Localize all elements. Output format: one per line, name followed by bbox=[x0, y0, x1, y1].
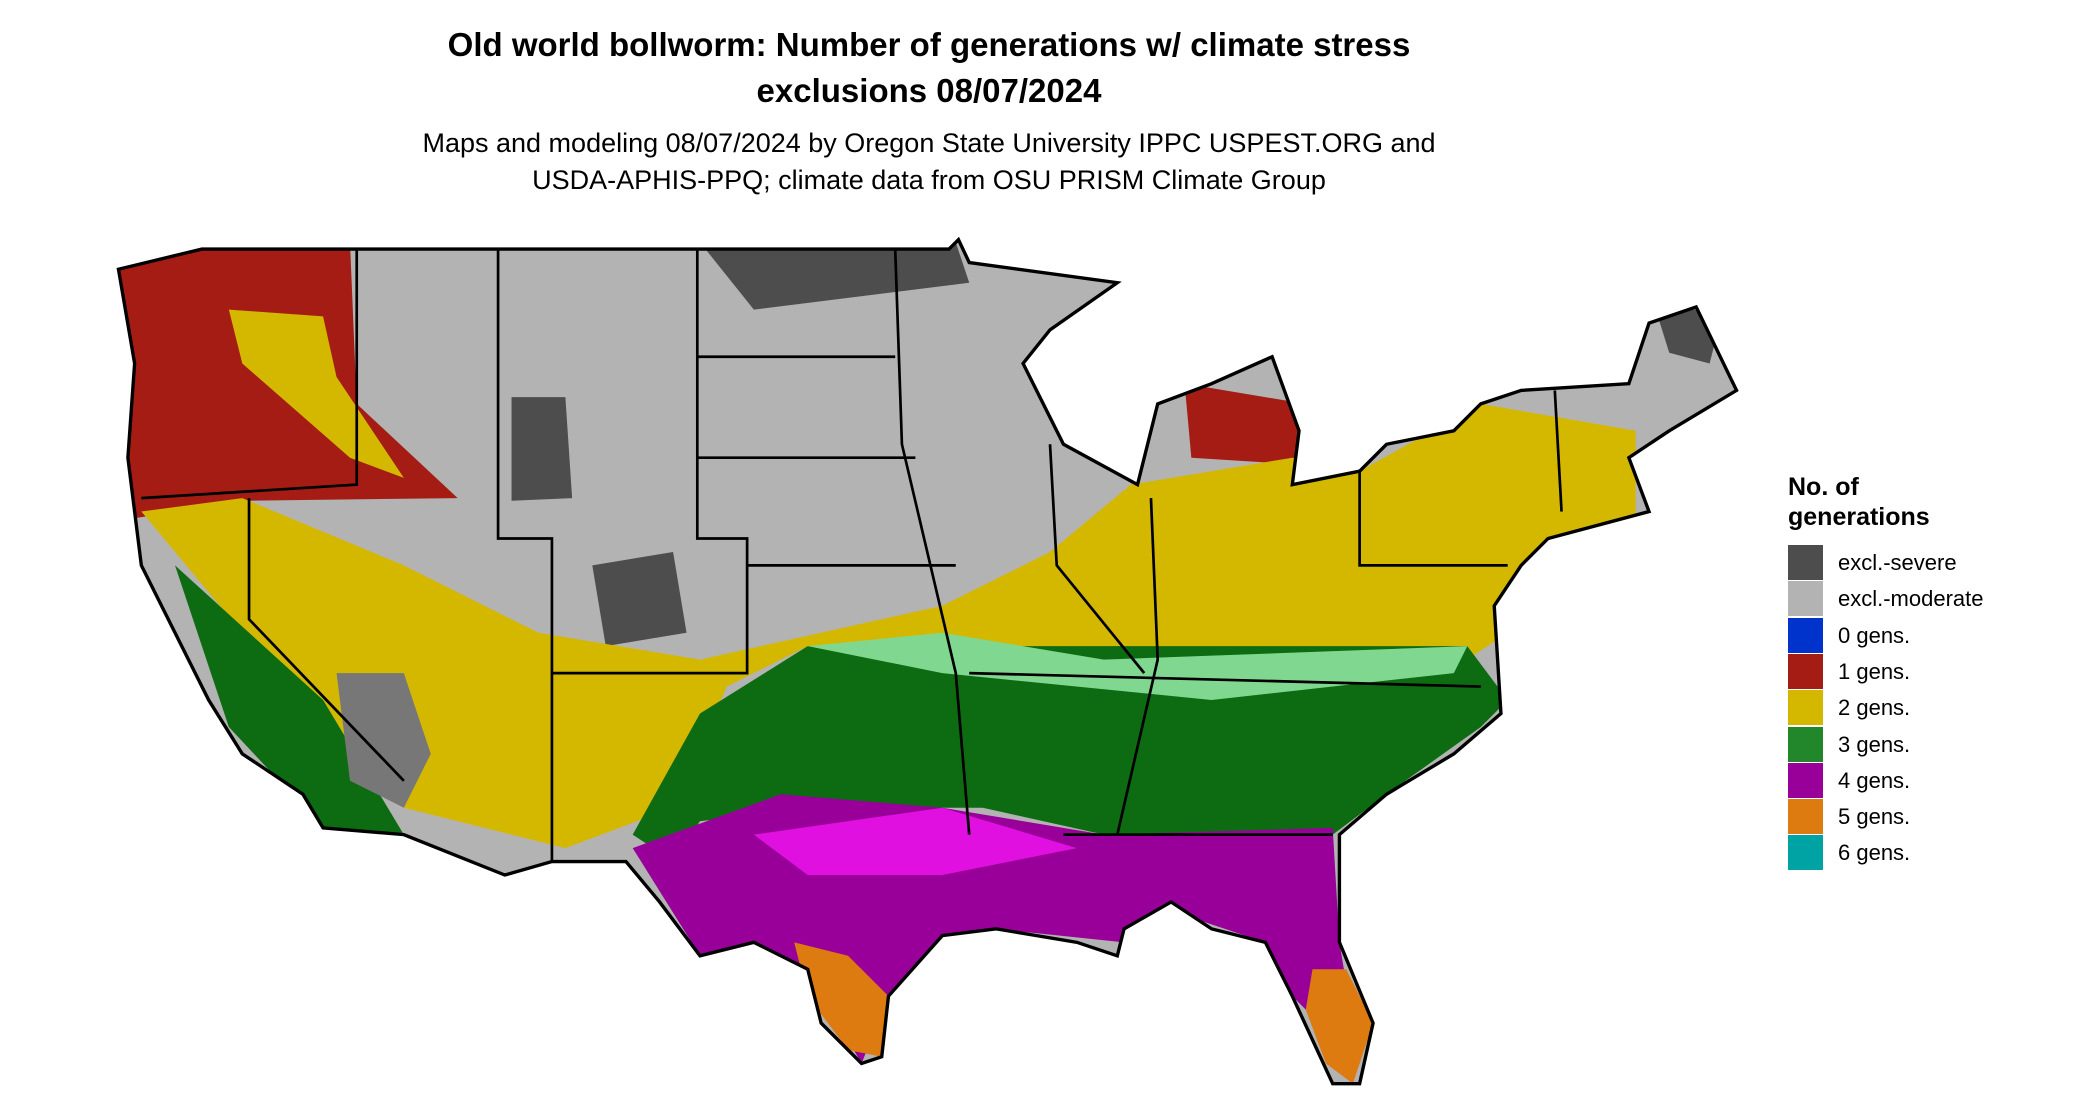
legend-label: 0 gens. bbox=[1838, 622, 1911, 648]
legend-swatch bbox=[1788, 581, 1823, 617]
title: exclusions 08/07/2024 bbox=[756, 72, 1102, 109]
legend-title: No. of generations bbox=[1788, 473, 1930, 531]
legend-swatch bbox=[1788, 835, 1823, 871]
legend-label: excl.-moderate bbox=[1838, 586, 1984, 612]
legend-swatch bbox=[1788, 690, 1823, 726]
legend-swatch bbox=[1788, 762, 1823, 798]
legend-label: excl.-severe bbox=[1838, 550, 1957, 575]
legend-swatch bbox=[1788, 726, 1823, 762]
legend-swatch bbox=[1788, 545, 1823, 580]
legend-label: 3 gens. bbox=[1838, 731, 1911, 757]
title: Old world bollworm: Number of generation… bbox=[447, 26, 1411, 63]
legend-label: 6 gens. bbox=[1838, 840, 1911, 866]
legend-label: 2 gens. bbox=[1838, 695, 1911, 721]
subtitle: Maps and modeling 08/07/2024 by Oregon S… bbox=[422, 128, 1436, 158]
legend-label: 5 gens. bbox=[1838, 804, 1911, 830]
state-borders bbox=[141, 249, 1563, 862]
legend-label: 4 gens. bbox=[1838, 767, 1911, 793]
legend-swatch bbox=[1788, 799, 1823, 835]
legend-swatch bbox=[1788, 653, 1823, 689]
legend-label: 1 gens. bbox=[1838, 658, 1911, 684]
us-outline bbox=[116, 236, 1739, 1086]
legend-swatch bbox=[1788, 617, 1823, 653]
subtitle: USDA-APHIS-PPQ; climate data from OSU PR… bbox=[532, 165, 1326, 195]
